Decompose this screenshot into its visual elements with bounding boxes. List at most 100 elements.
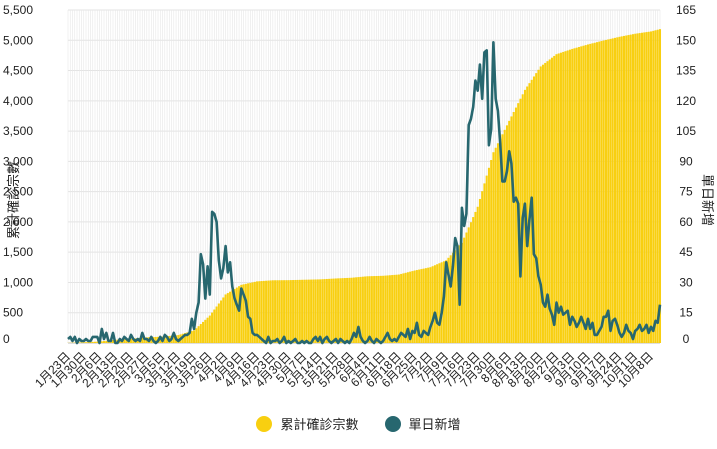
daily-line xyxy=(67,41,662,345)
cumulative-bar xyxy=(208,315,211,343)
cumulative-bar xyxy=(352,277,355,343)
cumulative-bar xyxy=(611,38,614,344)
cumulative-bar xyxy=(346,277,349,343)
cumulative-bar xyxy=(373,276,376,343)
y-left-tick-label: 5,500 xyxy=(3,3,33,17)
cumulative-bar xyxy=(537,69,540,343)
y-left-tick-label: 2,000 xyxy=(3,215,33,229)
cumulative-bar xyxy=(100,341,103,343)
cumulative-bar xyxy=(490,160,493,343)
cumulative-bar xyxy=(580,46,583,344)
cumulative-bar xyxy=(618,36,621,344)
cumulative-bar xyxy=(656,29,659,343)
cumulative-bar xyxy=(265,280,268,343)
cumulative-bar xyxy=(287,280,290,343)
cumulative-bar xyxy=(199,324,202,343)
cumulative-bar xyxy=(84,342,88,343)
cumulative-bar xyxy=(269,280,272,343)
legend-dot-cumulative xyxy=(256,415,273,432)
cumulative-bar xyxy=(328,278,331,343)
cumulative-bar xyxy=(553,55,556,344)
legend-dot-daily xyxy=(384,415,401,432)
cumulative-bar xyxy=(559,52,562,343)
cumulative-bar xyxy=(211,312,214,343)
y-left-tick-label: 2,500 xyxy=(3,185,33,199)
cumulative-bar xyxy=(415,270,418,343)
cumulative-bar xyxy=(472,217,475,343)
cumulative-bar xyxy=(649,31,653,343)
cumulative-bar xyxy=(503,129,506,343)
legend-item-daily[interactable]: 單日新增 xyxy=(384,414,461,433)
cumulative-bar xyxy=(647,31,650,343)
y-left-axis-title: 累計確診宗數 xyxy=(6,161,21,239)
y-left-tick-label: 0 xyxy=(3,332,10,346)
cumulative-bar xyxy=(388,275,391,343)
cumulative-bar xyxy=(150,337,153,343)
cumulative-bar xyxy=(577,47,580,344)
legend-label-daily: 單日新增 xyxy=(408,417,461,432)
cumulative-bar xyxy=(586,44,589,343)
cumulative-bar xyxy=(368,276,371,343)
cumulative-bar xyxy=(251,282,254,343)
cumulative-bar xyxy=(463,237,466,343)
cumulative-bar xyxy=(364,276,367,343)
cumulative-bar xyxy=(193,330,196,343)
cumulative-bar xyxy=(258,281,261,343)
cumulative-bar xyxy=(613,37,616,343)
cumulative-bar xyxy=(591,43,594,343)
y-left-tick-label: 500 xyxy=(3,306,23,320)
cumulative-bar xyxy=(501,134,504,343)
cumulative-bar xyxy=(562,51,565,343)
cumulative-bar xyxy=(487,167,490,343)
cumulative-bar xyxy=(400,273,403,343)
cumulative-bar xyxy=(172,335,175,343)
cumulative-bar xyxy=(359,276,362,343)
cumulative-bar xyxy=(625,35,628,343)
cumulative-bar xyxy=(532,76,535,343)
cumulative-bar xyxy=(411,271,414,343)
cumulative-bar xyxy=(323,279,326,343)
cumulative-bar xyxy=(456,247,459,343)
cumulative-bar xyxy=(445,260,448,343)
cumulative-bar xyxy=(316,279,319,343)
cumulative-bar xyxy=(278,280,281,343)
cumulative-bar xyxy=(433,265,436,343)
cumulative-bar xyxy=(544,62,547,344)
cumulative-bar xyxy=(312,279,315,343)
cumulative-bar xyxy=(573,48,576,343)
cumulative-bar xyxy=(481,191,484,343)
cumulative-bar xyxy=(93,341,97,343)
cumulative-bar xyxy=(478,198,481,343)
legend-item-cumulative[interactable]: 累計確診宗數 xyxy=(256,414,359,433)
cumulative-bar xyxy=(550,57,553,344)
cumulative-bar xyxy=(197,326,200,343)
cumulative-bar xyxy=(226,293,229,343)
cumulative-bar xyxy=(213,309,216,343)
cumulative-bar xyxy=(307,279,310,343)
y-right-tick-label: 165 xyxy=(676,3,696,17)
cumulative-bar xyxy=(474,211,477,343)
cumulative-bar xyxy=(260,281,263,343)
cumulative-bar xyxy=(130,338,133,343)
cumulative-bar xyxy=(332,278,335,343)
cumulative-bar xyxy=(575,47,578,343)
cumulative-bar xyxy=(190,331,193,343)
cumulative-bar xyxy=(485,175,488,343)
cumulative-bar xyxy=(238,286,241,343)
cumulative-bar xyxy=(454,250,457,343)
cumulative-bar xyxy=(220,300,223,343)
cumulative-bar xyxy=(654,30,657,344)
cumulative-bar xyxy=(640,32,644,343)
cumulative-bar xyxy=(305,279,308,343)
cumulative-bar xyxy=(123,339,126,343)
cumulative-bar xyxy=(460,242,463,343)
cumulative-bar xyxy=(548,59,551,343)
cumulative-bar xyxy=(343,278,346,343)
cumulative-bar xyxy=(256,281,259,343)
y-left-tick-label: 3,500 xyxy=(3,124,33,138)
cumulative-bar xyxy=(505,125,508,344)
y-left-tick-label: 1,000 xyxy=(3,275,33,289)
cumulative-bar xyxy=(303,279,306,343)
